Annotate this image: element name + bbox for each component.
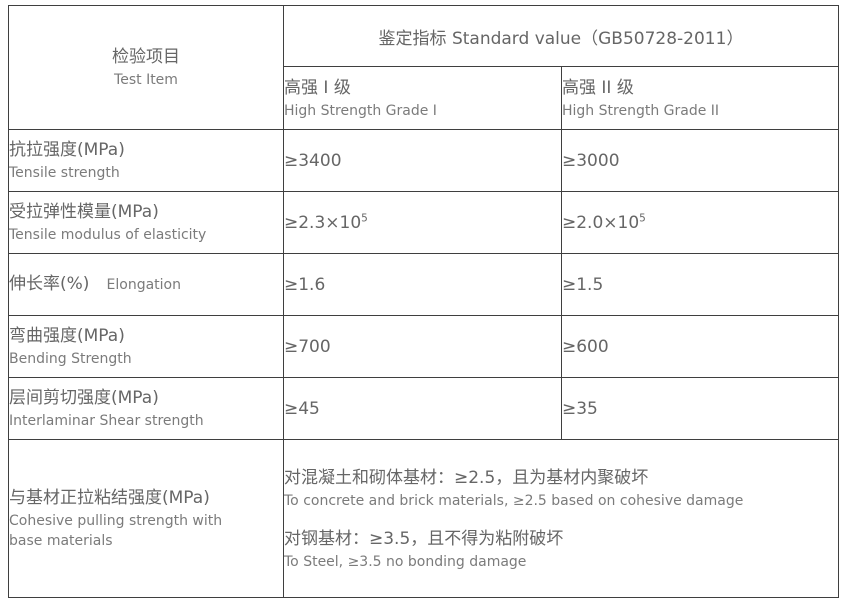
grade1-value-cell: ≥2.3×105 [283, 191, 562, 254]
grade1-value-cell: ≥45 [283, 377, 562, 440]
condition-zh: 对混凝土和砌体基材：≥2.5，且为基材内聚破坏 [284, 467, 649, 488]
grade2-value-cell: ≥1.5 [561, 253, 839, 316]
item-label-zh: 抗拉强度(MPa) [9, 140, 125, 160]
item-label-zh: 伸长率(%) [9, 274, 90, 294]
grade2-value-cell: ≥35 [561, 377, 839, 440]
grade2-value-cell: ≥600 [561, 315, 839, 378]
item-cell: 受拉弹性模量(MPa) Tensile modulus of elasticit… [8, 191, 284, 254]
header-row-1: 检验项目 Test Item 鉴定指标 Standard value（GB507… [8, 5, 839, 130]
table-row-interlaminar-shear: 层间剪切强度(MPa) Interlaminar Shear strength … [8, 377, 839, 440]
item-label-zh: 受拉弹性模量(MPa) [9, 202, 159, 222]
grade-1-label-zh: 高强 I 级 [284, 77, 351, 98]
header-test-item-en: Test Item [114, 72, 178, 88]
header-standard-value-cell: 鉴定指标 Standard value（GB50728-2011） [283, 5, 839, 67]
item-cell: 与基材正拉粘结强度(MPa) Cohesive pulling strength… [8, 439, 284, 598]
standard-value-table: 检验项目 Test Item 鉴定指标 Standard value（GB507… [8, 5, 839, 598]
item-label-en: Tensile strength [9, 165, 120, 181]
item-label-zh: 弯曲强度(MPa) [9, 326, 125, 346]
grade1-value-cell: ≥700 [283, 315, 562, 378]
table-row-bending-strength: 弯曲强度(MPa) Bending Strength ≥700 ≥600 [8, 315, 839, 378]
value-base: ≥2.0×10 [562, 212, 640, 233]
grade-2-label-en: High Strength Grade II [562, 102, 720, 119]
condition-steel: 对钢基材：≥3.5，且不得为粘附破坏 To Steel, ≥3.5 no bon… [284, 527, 838, 572]
item-label-en: Bending Strength [9, 351, 132, 367]
table-row-cohesive-pulling: 与基材正拉粘结强度(MPa) Cohesive pulling strength… [8, 439, 839, 598]
condition-zh: 对钢基材：≥3.5，且不得为粘附破坏 [284, 528, 564, 549]
item-label-zh: 层间剪切强度(MPa) [9, 388, 159, 408]
header-row-2: 高强 I 级 High Strength Grade I 高强 II 级 Hig… [9, 66, 839, 130]
item-cell: 抗拉强度(MPa) Tensile strength [8, 129, 284, 192]
value-base: ≥2.3×10 [284, 212, 362, 233]
item-label-en: Elongation [106, 277, 181, 293]
grade2-value-cell: ≥2.0×105 [561, 191, 839, 254]
table-row-tensile-strength: 抗拉强度(MPa) Tensile strength ≥3400 ≥3000 [8, 129, 839, 192]
spec-table-container: 检验项目 Test Item 鉴定指标 Standard value（GB507… [8, 5, 839, 598]
header-grade-2-cell: 高强 II 级 High Strength Grade II [561, 66, 839, 130]
table-row-tensile-modulus: 受拉弹性模量(MPa) Tensile modulus of elasticit… [8, 191, 839, 254]
item-label-en: Tensile modulus of elasticity [9, 227, 207, 243]
grade-1-label-en: High Strength Grade I [284, 102, 437, 119]
header-grade-1-cell: 高强 I 级 High Strength Grade I [283, 66, 562, 130]
header-test-item-zh: 检验项目 [112, 47, 180, 67]
condition-en: To concrete and brick materials, ≥2.5 ba… [284, 492, 744, 509]
item-cell: 层间剪切强度(MPa) Interlaminar Shear strength [8, 377, 284, 440]
item-label-en: Cohesive pulling strength with base mate… [9, 513, 223, 549]
conditions-cell: 对混凝土和砌体基材：≥2.5，且为基材内聚破坏 To concrete and … [283, 439, 839, 598]
condition-concrete: 对混凝土和砌体基材：≥2.5，且为基材内聚破坏 To concrete and … [284, 466, 838, 511]
grade1-value-cell: ≥1.6 [283, 253, 562, 316]
value-exponent: 5 [639, 211, 646, 224]
table-row-elongation: 伸长率(%) Elongation ≥1.6 ≥1.5 [8, 253, 839, 316]
item-cell: 伸长率(%) Elongation [8, 253, 284, 316]
item-label-en: Interlaminar Shear strength [9, 413, 204, 429]
grade1-value-cell: ≥3400 [283, 129, 562, 192]
grade-2-label-zh: 高强 II 级 [562, 77, 634, 98]
value-exponent: 5 [361, 211, 368, 224]
item-label-zh: 与基材正拉粘结强度(MPa) [9, 488, 210, 508]
item-cell: 弯曲强度(MPa) Bending Strength [8, 315, 284, 378]
grade2-value-cell: ≥3000 [561, 129, 839, 192]
condition-en: To Steel, ≥3.5 no bonding damage [284, 553, 527, 570]
header-test-item-cell: 检验项目 Test Item [8, 5, 284, 130]
